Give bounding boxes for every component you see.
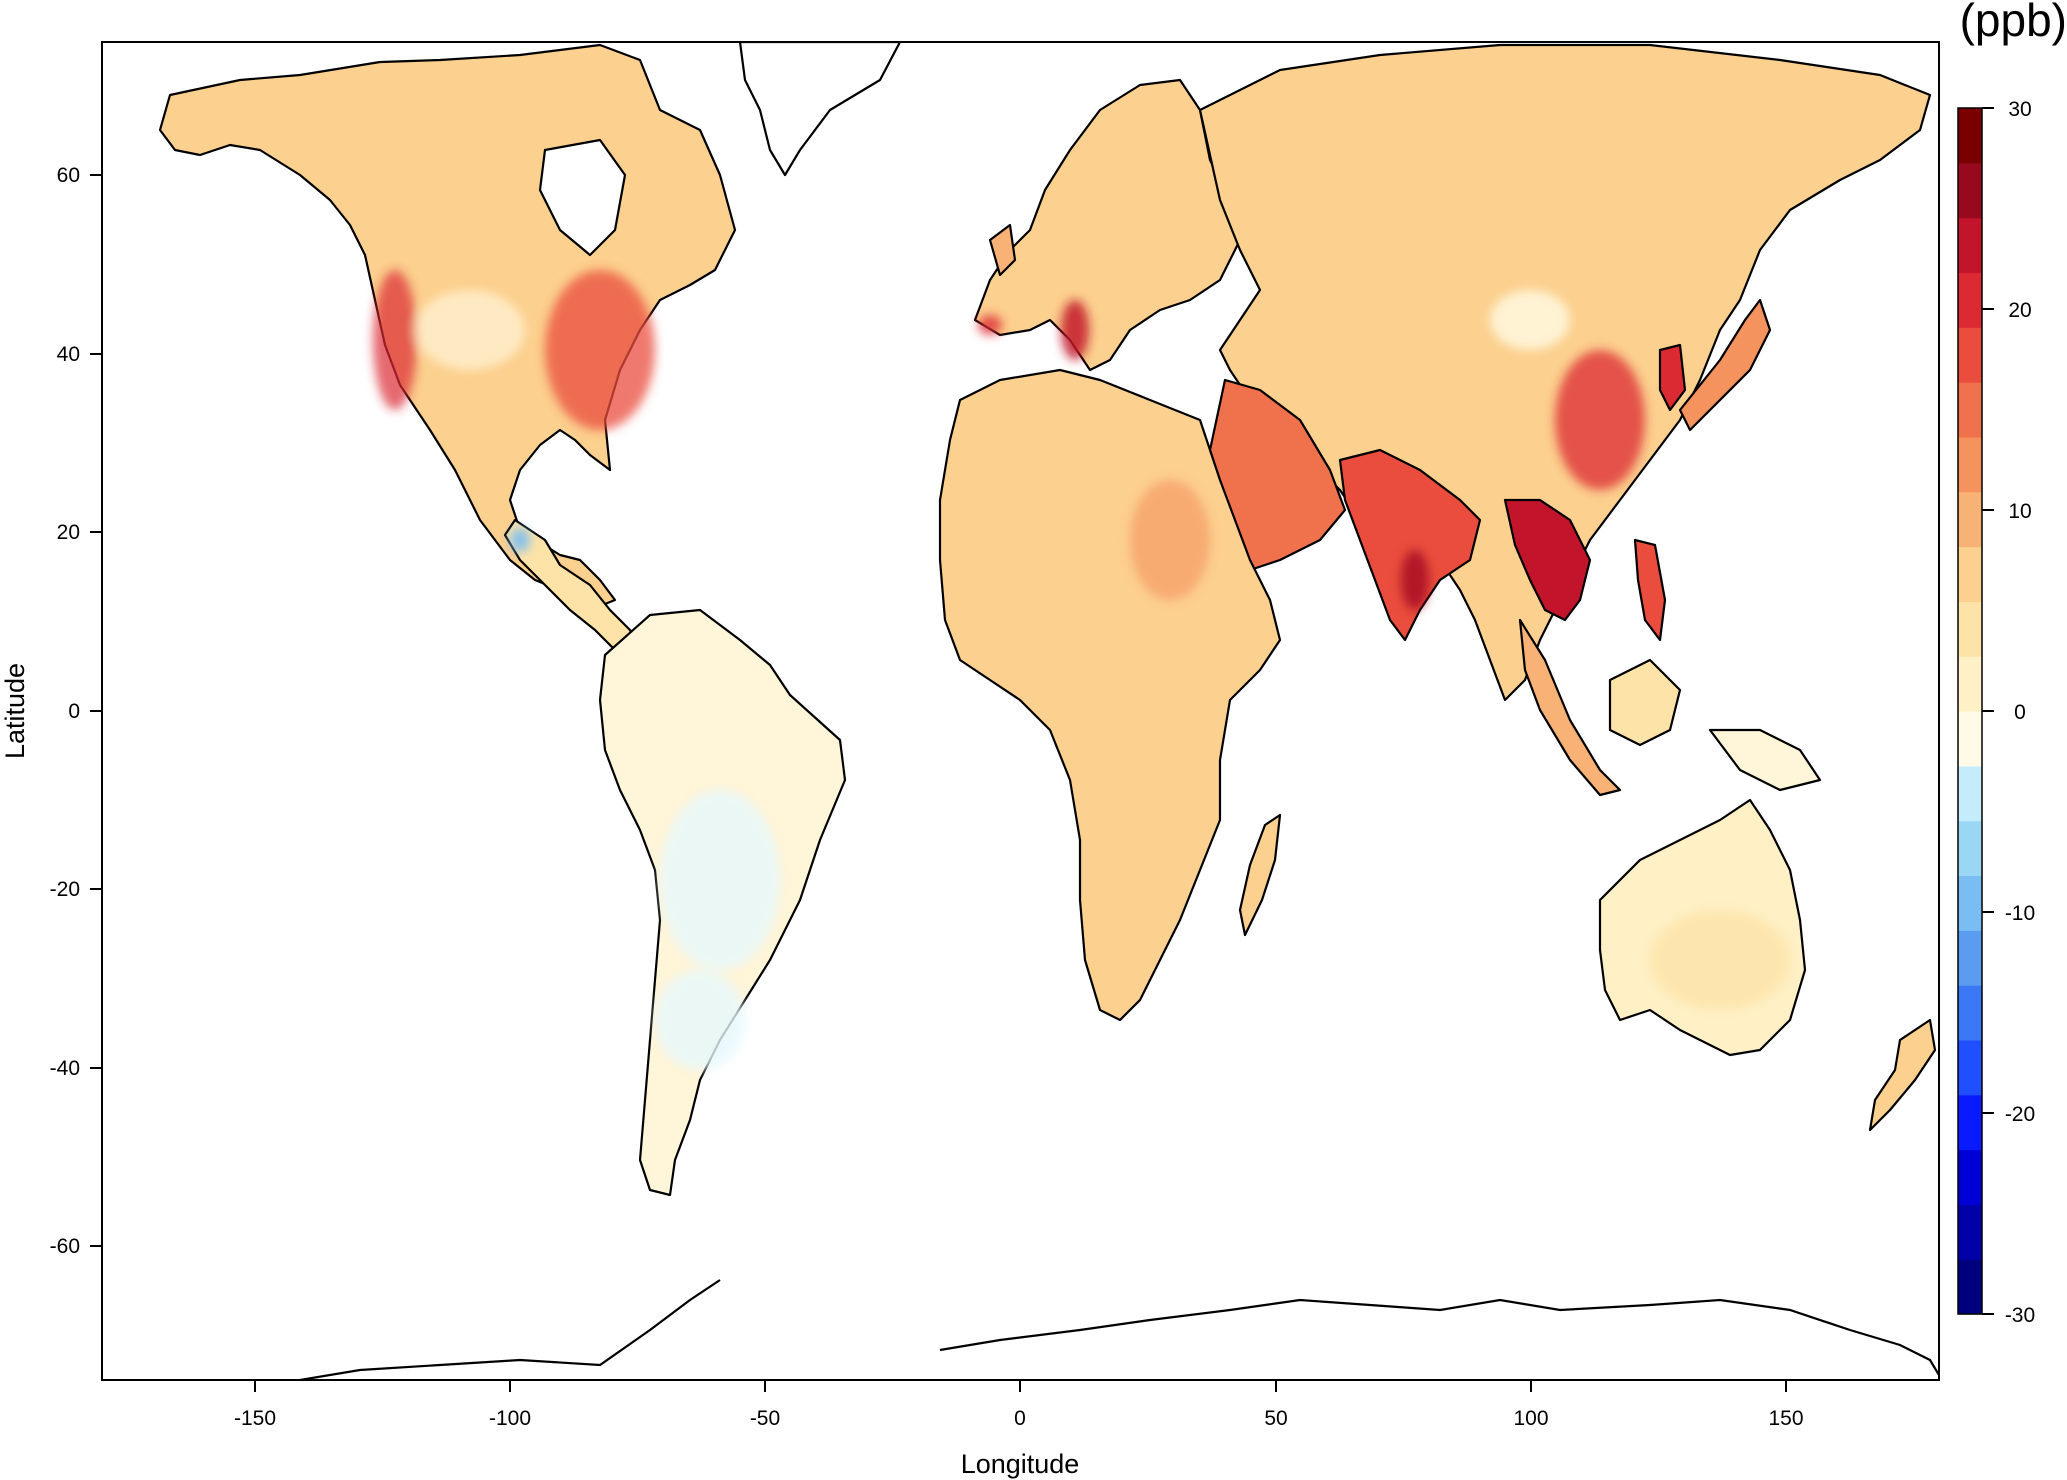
x-tick-label: -50 (750, 1407, 780, 1430)
colorbar-band (1958, 1204, 1982, 1260)
y-axis (90, 174, 102, 1247)
colorbar-tick-label: 20 (2008, 299, 2031, 322)
y-tick-label: -40 (50, 1057, 80, 1080)
colorbar-band (1958, 820, 1982, 877)
colorbar-ticks (1982, 107, 1994, 1315)
colorbar-band (1958, 711, 1982, 767)
colorbar-band (1958, 217, 1982, 274)
colorbar-band (1958, 1094, 1982, 1151)
colorbar-band (1958, 546, 1982, 602)
x-axis-title: Longitude (961, 1449, 1080, 1479)
y-tick-label: 20 (57, 521, 80, 544)
colorbar-tick-label: -10 (2005, 902, 2035, 925)
japan-landmass (1678, 298, 1772, 432)
new-guinea-landmass (1708, 728, 1822, 792)
colorbar-band (1958, 930, 1982, 986)
colorbar-band (1958, 601, 1982, 657)
colorbar-band (1958, 162, 1982, 219)
colorbar-band (1958, 1039, 1982, 1096)
colorbar-band (1958, 327, 1982, 383)
colorbar-tick-label: -30 (2005, 1304, 2035, 1327)
colorbar-band (1958, 1259, 1982, 1315)
korea-landmass (1658, 343, 1687, 412)
malay-sumatra-landmass (1518, 618, 1622, 797)
y-tick-label: 60 (57, 164, 80, 187)
colorbar-band (1958, 765, 1982, 822)
colorbar-band (1958, 272, 1982, 328)
colorbar-band (1958, 1149, 1982, 1205)
x-tick-label: 100 (1513, 1407, 1548, 1430)
x-tick-label: 50 (1264, 1407, 1287, 1430)
colorbar-band (1958, 382, 1982, 438)
colorbar-band (1958, 656, 1982, 712)
x-axis (254, 1380, 1787, 1392)
colorbar-band (1958, 436, 1982, 493)
x-tick-label: -100 (489, 1407, 531, 1430)
colorbar-band (1958, 491, 1982, 548)
borneo-landmass (1608, 658, 1682, 747)
unit-label: (ppb) (1960, 0, 2067, 46)
y-tick-label: 40 (57, 343, 80, 366)
y-tick-label: 0 (68, 700, 80, 723)
colorbar-tick-label: 0 (2014, 701, 2026, 724)
colorbar-tick-label: 30 (2008, 98, 2031, 121)
y-tick-label: -60 (50, 1235, 80, 1258)
y-axis-title: Latitude (0, 663, 30, 759)
colorbar (1958, 108, 1982, 1315)
antarctic-peninsula-coastline (299, 1279, 721, 1380)
y-tick-label: -20 (50, 878, 80, 901)
india-landmass (1338, 448, 1482, 642)
x-tick-label: -150 (234, 1407, 276, 1430)
new-zealand-landmass (1868, 1018, 1937, 1132)
philippines-landmass (1633, 538, 1667, 642)
colorbar-band (1958, 108, 1982, 164)
indochina-landmass (1503, 498, 1592, 622)
value-overlays (373, 270, 1790, 1070)
antarctica-coastline (939, 1298, 1939, 1376)
colorbar-tick-label: 10 (2008, 500, 2031, 523)
british-isles-landmass (988, 223, 1017, 277)
x-tick-label: 0 (1014, 1407, 1026, 1430)
hudson-bay (538, 138, 627, 257)
greenland-landmass (738, 42, 902, 177)
madagascar-landmass (1238, 813, 1282, 937)
colorbar-band (1958, 875, 1982, 931)
colorbar-tick-label: -20 (2005, 1103, 2035, 1126)
x-tick-label: 150 (1768, 1407, 1803, 1430)
colorbar-band (1958, 985, 1982, 1041)
map-layer (158, 42, 1939, 1380)
